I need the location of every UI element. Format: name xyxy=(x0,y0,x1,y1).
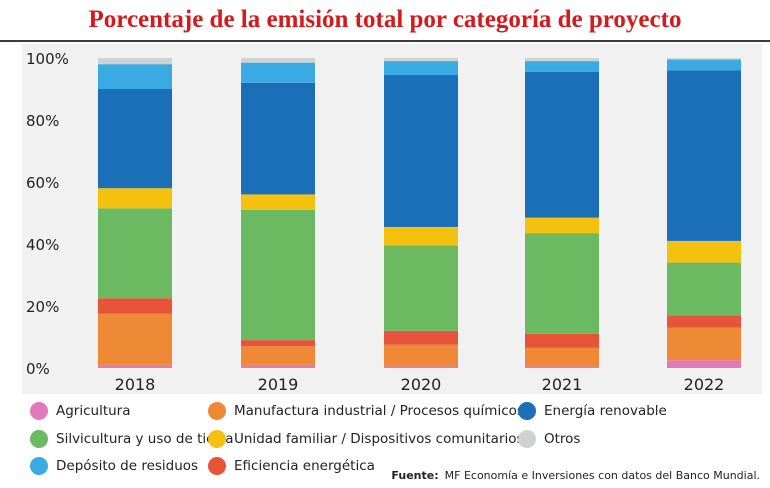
bar-segment xyxy=(384,75,458,227)
bar-segment xyxy=(98,64,172,89)
bar-segment xyxy=(98,364,172,368)
source-note: Fuente: MF Economía e Inversiones con dat… xyxy=(391,469,760,482)
bar-segment xyxy=(241,82,315,195)
title-rule xyxy=(0,40,770,42)
y-tick-label: 0% xyxy=(26,360,50,378)
bar-segment xyxy=(525,217,599,234)
bar-segment xyxy=(384,226,458,246)
bar-segment xyxy=(241,340,315,347)
bar-segment xyxy=(384,344,458,367)
legend-item-otros: Otros xyxy=(518,430,580,448)
x-tick-label: 2019 xyxy=(258,375,299,394)
bar-segment xyxy=(384,245,458,331)
bar-segment xyxy=(98,58,172,65)
bar-segment xyxy=(384,58,458,62)
y-tick-label: 20% xyxy=(26,298,59,316)
legend-item-manufactura: Manufactura industrial / Procesos químic… xyxy=(208,402,524,420)
legend-label: Otros xyxy=(544,431,581,447)
legend-item-energia-renovable: Energía renovable xyxy=(518,402,667,420)
bar-segment xyxy=(667,315,741,328)
bar-segment xyxy=(384,366,458,368)
bar-segment xyxy=(525,61,599,72)
legend-swatch xyxy=(30,430,48,448)
bar-segment xyxy=(667,262,741,316)
bar-segment xyxy=(525,333,599,348)
bar-segment xyxy=(384,330,458,345)
legend-label: Depósito de residuos xyxy=(56,458,199,474)
legend-swatch xyxy=(208,457,226,475)
bar-segment xyxy=(525,347,599,367)
bar-segment xyxy=(667,360,741,368)
bar-segment xyxy=(525,233,599,334)
bar-segment xyxy=(98,188,172,209)
bar-segment xyxy=(525,71,599,218)
bar-segment xyxy=(241,346,315,365)
legend-item-unidad-familiar: Unidad familiar / Dispositivos comunitar… xyxy=(208,430,524,448)
bar-segment xyxy=(667,70,741,241)
bar-segment xyxy=(667,59,741,71)
bar-segment xyxy=(384,61,458,76)
bar-segment xyxy=(241,364,315,368)
bar-segment xyxy=(241,58,315,63)
x-tick-label: 2021 xyxy=(542,375,583,394)
legend-label: Energía renovable xyxy=(544,403,667,419)
bar-segment xyxy=(667,240,741,263)
legend-item-silvicultura: Silvicultura y uso de tierra xyxy=(30,430,234,448)
bar-segment xyxy=(525,366,599,368)
legend-label: Agricultura xyxy=(56,403,131,419)
bar-segment xyxy=(98,298,172,314)
legend-label: Silvicultura y uso de tierra xyxy=(56,431,234,447)
bar-segment xyxy=(241,209,315,341)
source-label: Fuente: xyxy=(391,469,439,482)
legend-swatch xyxy=(30,457,48,475)
legend-label: Unidad familiar / Dispositivos comunitar… xyxy=(234,431,524,447)
legend-swatch xyxy=(208,402,226,420)
y-tick-label: 60% xyxy=(26,174,59,192)
x-tick-label: 2018 xyxy=(115,375,156,394)
y-tick-label: 80% xyxy=(26,112,59,130)
legend-label: Eficiencia energética xyxy=(234,458,375,474)
x-tick-label: 2020 xyxy=(401,375,442,394)
legend-item-eficiencia-energetica: Eficiencia energética xyxy=(208,457,375,475)
bar-segment xyxy=(241,194,315,210)
bar-segment xyxy=(525,58,599,62)
y-tick-label: 100% xyxy=(26,50,69,68)
bar-segment xyxy=(241,62,315,83)
legend-swatch xyxy=(30,402,48,420)
legend-item-agricultura: Agricultura xyxy=(30,402,131,420)
source-text: MF Economía e Inversiones con datos del … xyxy=(444,469,760,482)
legend: Agricultura Manufactura industrial / Pro… xyxy=(28,400,748,475)
x-tick-label: 2022 xyxy=(684,375,725,394)
bar-segment xyxy=(667,58,741,60)
legend-swatch xyxy=(518,430,536,448)
bar-segment xyxy=(667,327,741,361)
chart-title: Porcentaje de la emisión total por categ… xyxy=(88,6,682,33)
legend-swatch xyxy=(208,430,226,448)
y-tick-label: 40% xyxy=(26,236,59,254)
legend-swatch xyxy=(518,402,536,420)
bar-segment xyxy=(98,313,172,365)
legend-item-deposito-residuos: Depósito de residuos xyxy=(30,457,198,475)
stacked-bar-chart: 0% 20% 40% 60% 80% 100% 2018 2019 2020 2021 2022 xyxy=(26,50,741,394)
bar-segment xyxy=(98,89,172,189)
legend-label: Manufactura industrial / Procesos químic… xyxy=(234,403,524,419)
bar-segment xyxy=(98,208,172,299)
